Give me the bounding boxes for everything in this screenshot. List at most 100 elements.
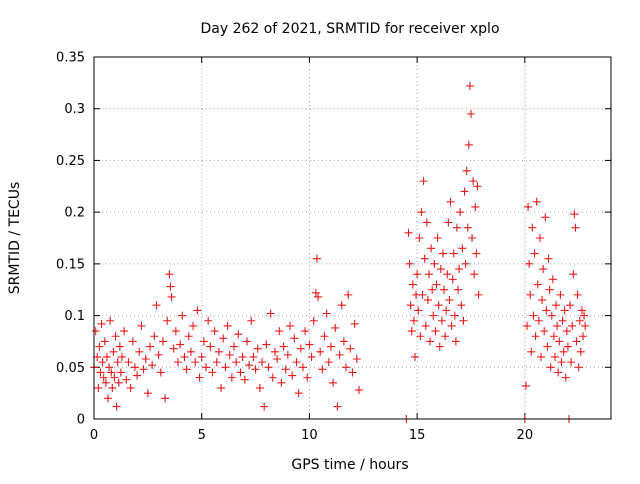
data-point bbox=[468, 234, 477, 242]
chart-title: Day 262 of 2021, SRMTID for receiver xpl… bbox=[200, 21, 499, 37]
data-point bbox=[96, 368, 105, 377]
data-point bbox=[193, 306, 202, 315]
data-point bbox=[414, 306, 423, 315]
data-point bbox=[199, 337, 208, 346]
data-point bbox=[466, 109, 475, 118]
data-point bbox=[536, 352, 545, 361]
data-point bbox=[223, 321, 232, 330]
data-point bbox=[348, 368, 357, 377]
data-point bbox=[446, 197, 455, 206]
data-point bbox=[416, 332, 425, 341]
data-point bbox=[234, 330, 243, 339]
plot-frame bbox=[93, 56, 612, 420]
data-point bbox=[174, 358, 183, 367]
data-point bbox=[346, 344, 355, 353]
data-point bbox=[432, 280, 441, 289]
data-point bbox=[350, 319, 359, 328]
data-point bbox=[309, 316, 318, 325]
data-point bbox=[460, 187, 469, 196]
data-point bbox=[552, 301, 561, 310]
y-tick-label: 0.1 bbox=[64, 309, 85, 324]
data-point bbox=[433, 234, 442, 242]
y-tick-label: 0.25 bbox=[56, 154, 85, 169]
data-point bbox=[102, 352, 111, 361]
data-point bbox=[150, 332, 159, 341]
data-point bbox=[166, 282, 175, 291]
data-point bbox=[245, 361, 254, 370]
data-point bbox=[532, 197, 541, 206]
data-point bbox=[178, 311, 187, 320]
data-point bbox=[354, 386, 363, 395]
data-point bbox=[324, 358, 333, 367]
data-point bbox=[454, 285, 463, 294]
data-point bbox=[146, 342, 155, 351]
data-point bbox=[470, 270, 479, 279]
data-point bbox=[534, 316, 543, 325]
data-point bbox=[247, 316, 256, 325]
data-point bbox=[277, 378, 286, 387]
data-point bbox=[423, 296, 432, 305]
data-point bbox=[303, 373, 312, 382]
data-point bbox=[556, 290, 565, 299]
data-point bbox=[447, 321, 456, 330]
data-point bbox=[326, 342, 335, 351]
data-point bbox=[204, 316, 213, 325]
data-point bbox=[219, 334, 228, 343]
data-point bbox=[450, 311, 459, 320]
data-point bbox=[311, 288, 320, 297]
data-point bbox=[457, 301, 466, 310]
data-point bbox=[543, 342, 552, 351]
data-point bbox=[217, 383, 226, 392]
data-point bbox=[95, 342, 104, 351]
data-point bbox=[109, 347, 118, 356]
data-point bbox=[465, 81, 474, 90]
data-point bbox=[419, 177, 428, 186]
data-point bbox=[461, 259, 470, 268]
data-point bbox=[251, 365, 260, 374]
data-point bbox=[214, 347, 223, 356]
data-point bbox=[576, 347, 585, 356]
data-point bbox=[130, 363, 139, 372]
data-point bbox=[294, 389, 303, 398]
data-point bbox=[473, 182, 482, 191]
data-point bbox=[316, 347, 325, 356]
data-point bbox=[225, 350, 234, 359]
data-point bbox=[182, 365, 191, 374]
data-point bbox=[544, 254, 553, 263]
data-point bbox=[410, 352, 419, 361]
data-point bbox=[126, 383, 135, 392]
data-point bbox=[255, 383, 264, 392]
data-point bbox=[456, 208, 465, 217]
data-point bbox=[97, 319, 106, 328]
data-point bbox=[135, 347, 144, 356]
data-point bbox=[107, 368, 116, 377]
data-point bbox=[230, 342, 239, 351]
series-2 bbox=[520, 197, 590, 423]
data-point bbox=[307, 352, 316, 361]
data-point bbox=[337, 301, 346, 310]
data-point bbox=[292, 358, 301, 367]
data-point bbox=[559, 347, 568, 356]
data-point bbox=[521, 381, 530, 390]
data-point bbox=[105, 363, 114, 372]
data-point bbox=[525, 259, 534, 268]
data-point bbox=[531, 332, 540, 341]
data-point bbox=[449, 249, 458, 258]
data-point bbox=[436, 265, 445, 274]
data-point bbox=[115, 342, 124, 351]
data-point bbox=[546, 363, 555, 372]
data-point bbox=[550, 352, 559, 361]
data-point bbox=[133, 371, 142, 380]
data-point bbox=[558, 316, 567, 325]
data-point bbox=[98, 358, 107, 367]
data-point bbox=[335, 350, 344, 359]
data-point bbox=[413, 270, 422, 279]
data-point bbox=[430, 259, 439, 268]
data-point bbox=[472, 249, 481, 258]
data-point bbox=[158, 337, 167, 346]
data-point bbox=[186, 347, 195, 356]
axis-layer: 0 5 10 15 20 0 0.05 0.1 0.15 0.2 0.25 0.3 0.35 bbox=[56, 51, 611, 443]
data-point bbox=[555, 337, 564, 346]
x-tick-label: 0 bbox=[90, 428, 98, 443]
